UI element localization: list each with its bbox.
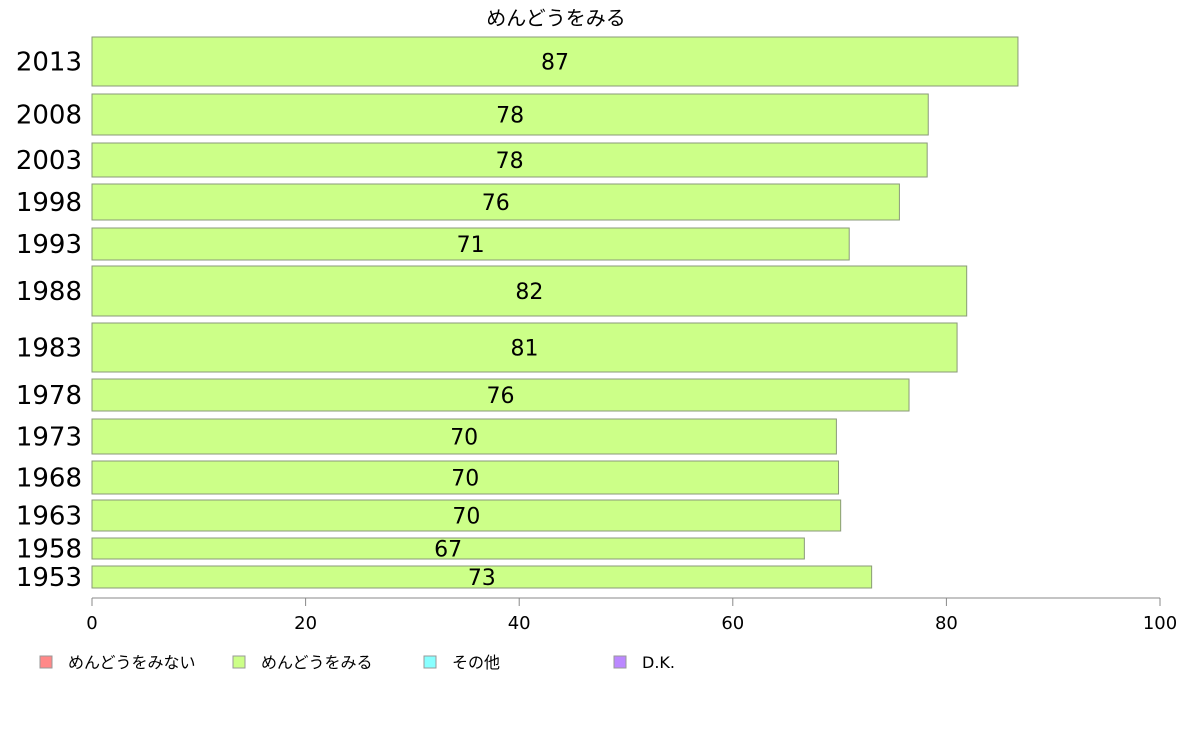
bar-2003 <box>91 142 928 178</box>
data-label-1968: 70 <box>451 467 479 492</box>
y-tick-label-1953: 1953 <box>16 563 82 593</box>
data-label-1983: 81 <box>511 337 539 362</box>
data-label-2008: 78 <box>496 104 524 129</box>
bar-2013 <box>91 36 1019 87</box>
x-tick-label-60: 60 <box>721 613 744 634</box>
legend-swatch-4 <box>613 655 627 669</box>
y-tick-label-1963: 1963 <box>16 502 82 532</box>
bars <box>91 36 1019 589</box>
legend: めんどうをみない めんどうをみる その他 D.K. <box>39 653 675 672</box>
y-tick-label-1983: 1983 <box>16 334 82 364</box>
data-label-2003: 78 <box>496 149 524 174</box>
chart-title: めんどうをみる <box>486 6 625 30</box>
y-tick-label-2013: 2013 <box>16 48 82 78</box>
y-tick-label-1993: 1993 <box>16 230 82 260</box>
x-tick-label-80: 80 <box>935 613 958 634</box>
x-tick-label-20: 20 <box>294 613 317 634</box>
bar-1953 <box>91 565 873 589</box>
y-tick-label-2008: 2008 <box>16 101 82 131</box>
y-tick-label-2003: 2003 <box>16 146 82 176</box>
data-label-1988: 82 <box>515 280 543 305</box>
bar-1963 <box>91 499 842 532</box>
data-label-1958: 67 <box>434 538 462 563</box>
bar-1993 <box>91 227 850 261</box>
y-tick-label-1978: 1978 <box>16 381 82 411</box>
y-tick-label-1958: 1958 <box>16 535 82 565</box>
y-tick-label-1973: 1973 <box>16 423 82 453</box>
data-label-1993: 71 <box>457 233 485 258</box>
x-tick-label-100: 100 <box>1143 613 1177 634</box>
data-label-1998: 76 <box>482 191 510 216</box>
legend-label-3: その他 <box>452 653 500 672</box>
x-tick-label-40: 40 <box>508 613 531 634</box>
data-label-2013: 87 <box>541 51 569 76</box>
legend-label-1: めんどうをみない <box>68 653 196 672</box>
bar-1958 <box>91 537 805 560</box>
y-tick-label-1998: 1998 <box>16 188 82 218</box>
x-axis: 0 20 40 60 80 100 <box>86 597 1177 634</box>
bar-1998 <box>91 183 900 221</box>
legend-label-2: めんどうをみる <box>261 653 373 672</box>
bar-1973 <box>91 418 837 455</box>
bar-1983 <box>91 322 958 373</box>
data-label-1963: 70 <box>452 505 480 530</box>
legend-swatch-3 <box>423 655 437 669</box>
bar-2008 <box>91 93 929 136</box>
y-axis-ticks: 2013 2008 2003 1998 1993 1988 1983 1978 1973 1968… <box>16 48 82 594</box>
data-label-1953: 73 <box>468 566 496 591</box>
legend-label-4: D.K. <box>642 653 675 672</box>
y-tick-label-1968: 1968 <box>16 464 82 494</box>
legend-swatch-1 <box>39 655 53 669</box>
y-tick-label-1988: 1988 <box>16 277 82 307</box>
data-label-1978: 76 <box>487 384 515 409</box>
bar-1988 <box>91 265 968 317</box>
bar-1978 <box>91 378 910 412</box>
x-tick-label-0: 0 <box>86 613 97 634</box>
legend-swatch-2 <box>232 655 246 669</box>
data-label-1973: 70 <box>450 426 478 451</box>
bar-1968 <box>91 460 840 495</box>
